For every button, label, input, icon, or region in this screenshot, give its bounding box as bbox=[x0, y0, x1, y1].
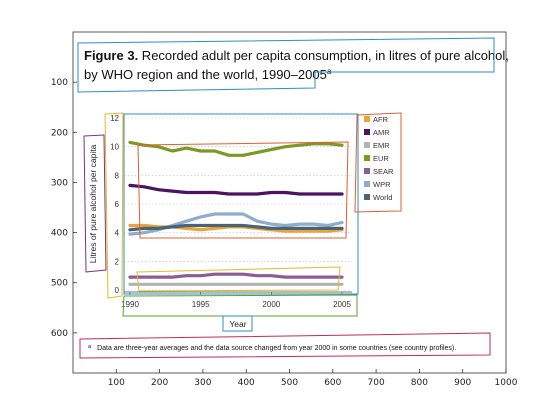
series-line-sear bbox=[128, 272, 344, 279]
plot-x-tick-label: 1995 bbox=[192, 300, 210, 309]
outer-x-tick-label: 100 bbox=[108, 378, 125, 388]
y-axis-label: Litres of pure alcohol per capita bbox=[88, 144, 98, 263]
plot-y-tick-label: 2 bbox=[115, 257, 120, 266]
title-annotation-box bbox=[77, 37, 495, 93]
series-line-amr bbox=[128, 183, 344, 196]
low-series-annotation-box bbox=[136, 266, 341, 292]
plot-y-tick-label: 12 bbox=[110, 114, 119, 123]
plot-y-tick-label: 6 bbox=[115, 200, 120, 209]
footnote-text: Data are three-year averages and the dat… bbox=[97, 345, 456, 352]
plot-annotation-box bbox=[123, 113, 359, 295]
legend-label-wpr: WPR bbox=[373, 180, 391, 189]
outer-x-tick-label: 900 bbox=[454, 378, 471, 388]
legend-swatch-wpr bbox=[364, 181, 370, 187]
outer-axes-frame bbox=[72, 31, 507, 374]
legend-swatch-sear bbox=[364, 168, 370, 174]
legend-label-sear: SEAR bbox=[373, 167, 394, 176]
legend-swatch-world bbox=[364, 194, 370, 200]
outer-x-tick-label: 500 bbox=[281, 378, 298, 388]
outer-x-ticks: 100 200 300 400 500 600 700 800 900 1000 bbox=[108, 369, 518, 388]
legend-label-emr: EMR bbox=[373, 141, 390, 150]
footnote-line: a Data are three-year averages and the da… bbox=[88, 344, 456, 352]
outer-y-ticks: 100 200 300 400 500 600 bbox=[51, 78, 77, 339]
figure-title-bold: Figure 3. bbox=[84, 48, 138, 63]
xlabel-annotation-box bbox=[222, 315, 253, 332]
legend-swatch-amr bbox=[364, 129, 370, 135]
plot-x-tick-labels: 1990 1995 2000 2005 bbox=[121, 292, 351, 309]
plot-x-tick-label: 1990 bbox=[121, 300, 139, 309]
plot-series-lines bbox=[128, 140, 344, 286]
outer-x-tick-label: 600 bbox=[324, 378, 341, 388]
legend-label-eur: EUR bbox=[373, 154, 389, 163]
plot-x-tick-label: 2000 bbox=[262, 300, 280, 309]
plot-y-tick-label: 10 bbox=[110, 143, 119, 152]
outer-y-tick-label: 500 bbox=[51, 279, 68, 289]
outer-y-tick-label: 100 bbox=[51, 78, 68, 88]
footnote-annotation-box bbox=[79, 332, 491, 359]
x-axis-label: Year bbox=[229, 319, 246, 329]
outer-x-tick-label: 400 bbox=[238, 378, 255, 388]
legend-swatch-afr bbox=[364, 116, 370, 122]
legend-label-afr: AFR bbox=[373, 115, 389, 124]
figure-title-line1: Figure 3. Recorded adult per capita cons… bbox=[84, 48, 509, 63]
outer-x-tick-label: 300 bbox=[194, 378, 211, 388]
series-line-world bbox=[128, 223, 344, 232]
plot-x-tick-label: 2005 bbox=[333, 300, 351, 309]
outer-x-tick-label: 800 bbox=[411, 378, 428, 388]
figure-title-line2-text: by WHO region and the world, 1990–2005 bbox=[84, 67, 327, 82]
figure-title-line2: by WHO region and the world, 1990–2005a bbox=[84, 67, 332, 82]
outer-y-tick-label: 600 bbox=[51, 329, 68, 339]
legend-swatch-emr bbox=[364, 142, 370, 148]
legend-label-world: World bbox=[373, 193, 392, 202]
outer-x-tick-label: 200 bbox=[151, 378, 168, 388]
plot-y-tick-labels: 0 2 4 6 8 10 12 bbox=[110, 114, 119, 295]
legend-swatch-eur bbox=[364, 155, 370, 161]
outer-y-tick-label: 400 bbox=[51, 229, 68, 239]
legend: AFR AMR EMR EUR SEAR WPR World bbox=[364, 115, 394, 202]
figure-title-rest: Recorded adult per capita consumption, i… bbox=[138, 48, 509, 63]
footnote-marker: a bbox=[88, 344, 92, 350]
outer-y-tick-label: 200 bbox=[51, 128, 68, 138]
outer-x-tick-label: 700 bbox=[368, 378, 385, 388]
plot-y-tick-label: 0 bbox=[115, 286, 120, 295]
legend-label-amr: AMR bbox=[373, 128, 390, 137]
ylabel-annotation-box bbox=[83, 134, 107, 273]
outer-y-tick-label: 300 bbox=[51, 178, 68, 188]
outer-x-tick-label: 1000 bbox=[495, 378, 518, 388]
series-line-eur bbox=[128, 140, 344, 157]
lines-annotation-box bbox=[137, 141, 349, 239]
legend-annotation-box bbox=[354, 112, 402, 213]
yticks-annotation-box bbox=[104, 112, 124, 299]
xticks-annotation-box bbox=[122, 294, 358, 317]
plot-y-tick-label: 4 bbox=[115, 229, 120, 238]
plot-y-tick-label: 8 bbox=[115, 171, 120, 180]
